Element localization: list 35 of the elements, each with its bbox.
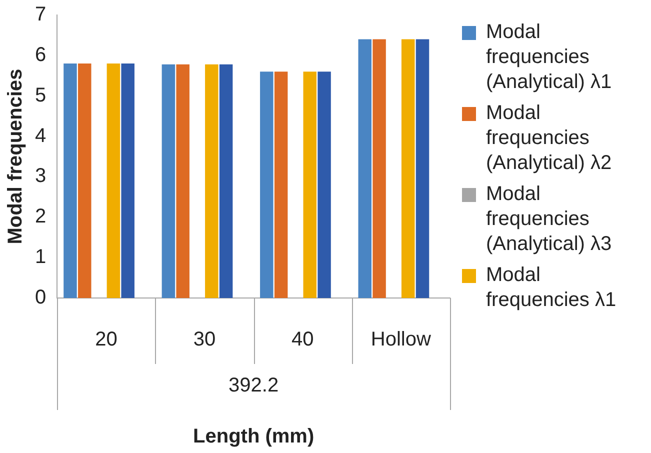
bar xyxy=(64,64,77,298)
bar xyxy=(358,39,372,298)
y-tick-label: 5 xyxy=(35,84,46,106)
bar xyxy=(106,64,120,298)
y-tick-label: 6 xyxy=(35,44,46,66)
legend-label: Modal frequencies (Analytical) λ3 xyxy=(486,182,613,257)
y-tick-label: 0 xyxy=(35,286,46,309)
bar xyxy=(121,64,134,298)
y-tick-label: 2 xyxy=(35,206,46,228)
x-tick-label: 30 xyxy=(193,328,216,351)
y-tick-label: 3 xyxy=(35,165,46,188)
bar xyxy=(219,64,233,298)
bar xyxy=(176,64,190,298)
bar xyxy=(318,72,331,298)
bar xyxy=(260,72,274,298)
y-tick-label: 1 xyxy=(35,246,46,268)
x-tick-label: 20 xyxy=(95,328,118,351)
bar xyxy=(416,39,430,298)
legend-label: Modal frequencies (Analytical) λ2 xyxy=(486,101,613,176)
y-tick-label: 4 xyxy=(35,124,46,147)
legend-label: Modal frequencies λ1 xyxy=(486,263,618,313)
bar xyxy=(78,64,92,298)
y-tick-label: 7 xyxy=(35,4,46,26)
x-tick-label: 40 xyxy=(292,328,314,351)
bar xyxy=(205,64,218,298)
bar xyxy=(372,39,386,298)
bar xyxy=(162,64,176,298)
y-axis-title: Modal frequencies xyxy=(4,68,27,244)
text: 392.2 xyxy=(228,374,279,397)
x-axis-title: Length (mm) xyxy=(193,426,314,448)
bar xyxy=(303,72,316,298)
legend-label: Modal frequencies (Analytical) λ1 xyxy=(486,20,613,95)
bar xyxy=(401,39,415,298)
bar xyxy=(274,72,288,298)
x-tick-label: Hollow xyxy=(370,328,432,351)
